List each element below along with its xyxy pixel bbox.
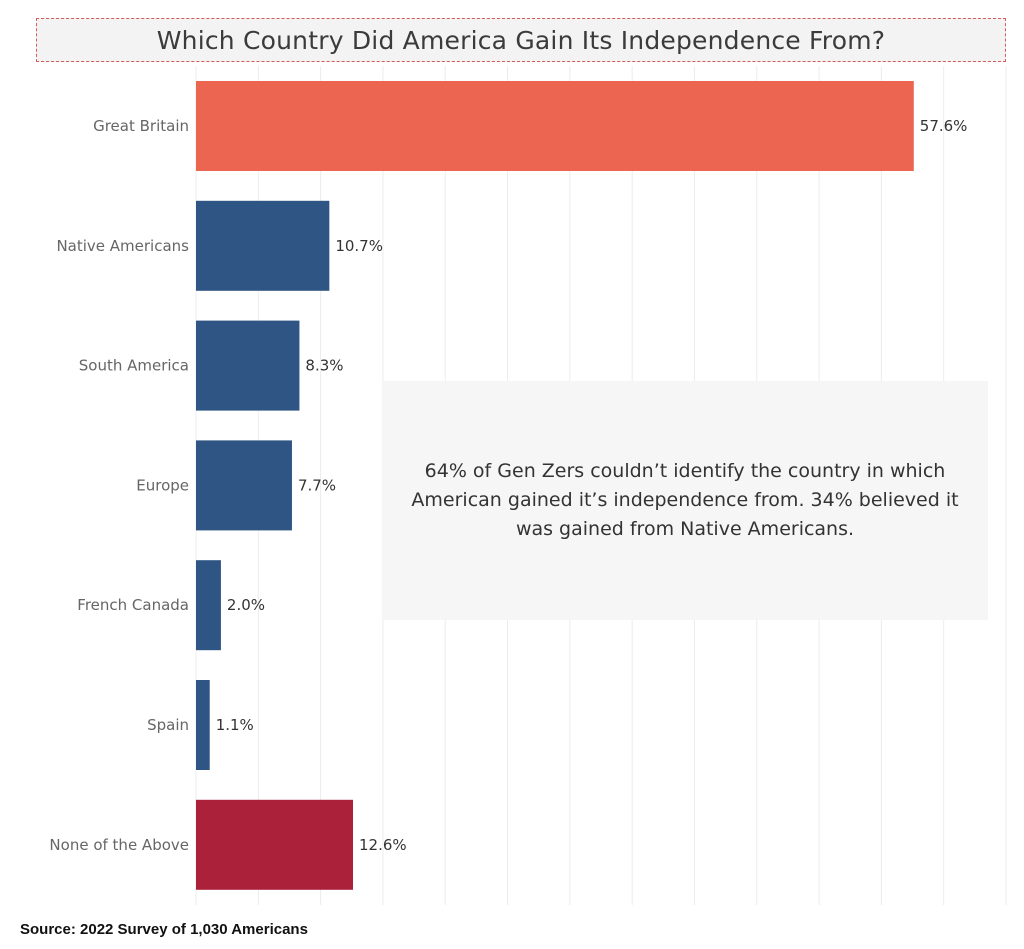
bar-spain	[196, 680, 210, 770]
chart-title: Which Country Did America Gain Its Indep…	[156, 25, 886, 55]
value-label: 8.3%	[305, 357, 343, 375]
value-label: 2.0%	[227, 596, 265, 614]
chart-title-box: Which Country Did America Gain Its Indep…	[36, 18, 1006, 62]
category-label: Native Americans	[56, 237, 189, 255]
annotation-text: 64% of Gen Zers couldn’t identify the co…	[411, 460, 959, 540]
category-label: Great Britain	[93, 117, 189, 135]
value-label: 12.6%	[359, 836, 407, 854]
annotation-box: 64% of Gen Zers couldn’t identify the co…	[382, 381, 988, 620]
category-label: None of the Above	[49, 836, 189, 854]
bars	[196, 81, 914, 890]
value-label: 1.1%	[216, 716, 254, 734]
bar-south-america	[196, 320, 300, 411]
bar-europe	[196, 440, 292, 531]
value-label: 57.6%	[920, 117, 968, 135]
category-label: French Canada	[77, 596, 189, 614]
category-label: South America	[79, 357, 189, 375]
labels: Great Britain 57.6% Native Americans 10.7% S…	[49, 117, 967, 854]
bar-french-canada	[196, 560, 221, 651]
category-label: Europe	[136, 476, 189, 494]
source-note: Source: 2022 Survey of 1,030 Americans	[20, 921, 308, 938]
bar-great-britain	[196, 81, 914, 171]
category-label: Spain	[147, 716, 189, 734]
bar-native-americans	[196, 200, 330, 291]
value-label: 7.7%	[298, 476, 336, 494]
value-label: 10.7%	[335, 237, 383, 255]
bar-none-of-the-above	[196, 799, 354, 890]
